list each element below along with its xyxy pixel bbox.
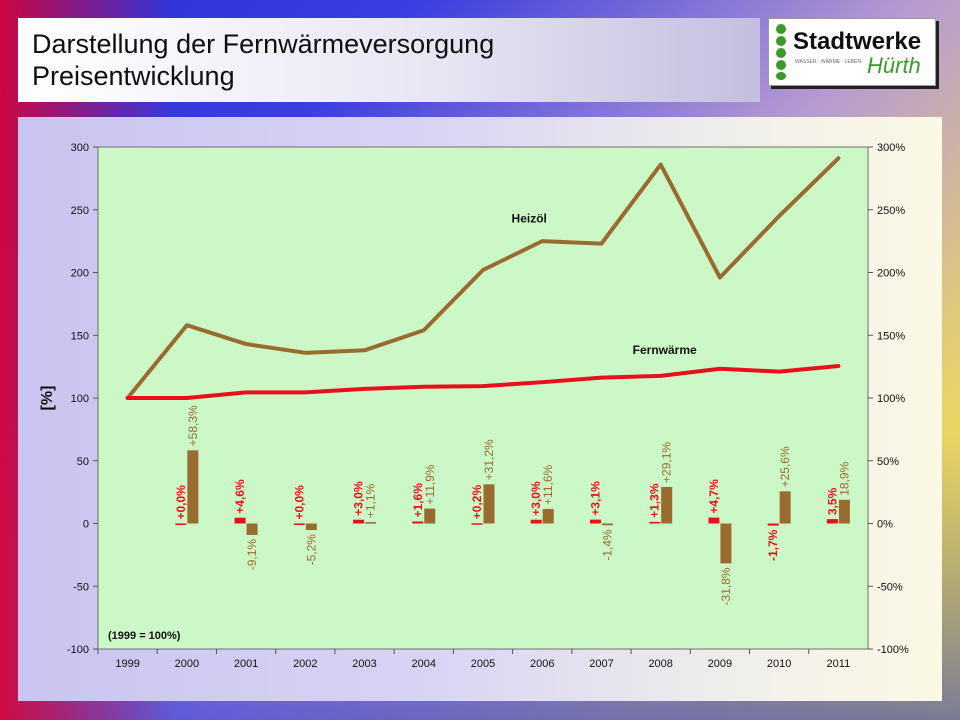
logo-script: Hürth <box>867 53 921 78</box>
bar-heizoel-change <box>305 523 317 531</box>
bar-heizoel-change <box>483 484 495 524</box>
bar-fernwaerme-change <box>530 519 542 524</box>
y2-tick-label: 150% <box>877 330 905 342</box>
bar-label-heizoel: +11,6% <box>541 464 555 504</box>
bar-fernwaerme-change <box>767 523 779 526</box>
bar-heizoel-change <box>779 491 791 524</box>
series-label-heizoel: Heizöl <box>512 211 547 225</box>
bar-label-heizoel: -1,4% <box>600 529 614 561</box>
bar-label-fernwaerme: +0,0% <box>292 485 306 520</box>
bar-heizoel-change <box>838 499 850 524</box>
y-tick-label: 0 <box>83 519 89 531</box>
series-label-fernwaerme: Fernwärme <box>633 343 697 357</box>
bar-heizoel-change <box>720 523 732 564</box>
x-tick-label: 2003 <box>352 658 376 670</box>
x-tick-label: 2008 <box>648 658 672 670</box>
x-tick-label: 2002 <box>293 658 317 670</box>
bar-fernwaerme-change <box>234 517 246 524</box>
base-note: (1999 = 100%) <box>108 630 181 642</box>
bar-heizoel-change <box>542 508 554 524</box>
bar-label-heizoel: -9,1% <box>245 539 259 571</box>
x-tick-label: 2005 <box>471 658 495 670</box>
bar-label-fernwaerme: -1,7% <box>766 529 780 561</box>
bar-label-fernwaerme: +0,0% <box>174 485 188 520</box>
bar-label-fernwaerme: +3,1% <box>588 481 602 516</box>
plot-area <box>97 146 869 650</box>
x-tick-label: 2001 <box>234 658 258 670</box>
page-subtitle: Preisentwicklung <box>32 61 235 91</box>
bar-label-heizoel: 18,9% <box>837 461 851 495</box>
price-chart: -100 -100% -50 -50% 0 0% 50 50% 100 100% 150 150% 20… <box>39 142 909 670</box>
bar-fernwaerme-change <box>826 519 838 524</box>
page-title: Darstellung der Fernwärmeversorgung <box>32 29 495 59</box>
y-tick-label: -100 <box>67 644 89 656</box>
line-heizoel <box>125 156 841 400</box>
bar-label-heizoel: +25,6% <box>778 446 792 487</box>
x-tick-label: 2004 <box>412 658 436 670</box>
bar-fernwaerme-change <box>175 523 187 525</box>
bar-label-heizoel: +1,1% <box>364 483 378 518</box>
bar-fernwaerme-change <box>589 519 601 524</box>
x-tick-label: 2011 <box>827 658 851 670</box>
bar-heizoel-change <box>424 508 436 524</box>
x-tick-label: 2010 <box>767 658 791 670</box>
bar-label-fernwaerme: +4,6% <box>233 479 247 514</box>
bar-label-heizoel: +11,9% <box>423 464 437 504</box>
bar-label-fernwaerme: +1,3% <box>648 483 662 518</box>
y2-tick-label: 0% <box>877 519 893 531</box>
y2-tick-label: 250% <box>877 205 905 217</box>
y-tick-label: 300 <box>71 142 89 154</box>
x-tick-label: 2007 <box>589 658 613 670</box>
bar-label-fernwaerme: +3,0% <box>529 481 543 516</box>
bar-heizoel-change <box>246 523 258 535</box>
chart-panel: -100 -100% -50 -50% 0 0% 50 50% 100 100% 150 150% 20… <box>18 117 942 701</box>
y-tick-label: 50 <box>77 456 89 468</box>
y-axis-label: [%] <box>39 386 56 411</box>
y-tick-label: -50 <box>73 581 89 593</box>
line-fernwaerme <box>125 363 841 400</box>
bar-fernwaerme-change <box>708 517 720 524</box>
bar-fernwaerme-change <box>412 521 424 524</box>
bar-fernwaerme-change <box>353 519 365 524</box>
bar-fernwaerme-change <box>293 523 305 525</box>
bar-fernwaerme-change <box>471 523 483 525</box>
y2-tick-label: 300% <box>877 142 905 154</box>
bar-label-heizoel: -31,8% <box>719 567 733 605</box>
bar-label-fernwaerme: +1,6% <box>411 483 425 518</box>
bar-label-heizoel: +31,2% <box>482 439 496 480</box>
title-box: Darstellung der Fernwärmeversorgung Prei… <box>18 18 760 102</box>
x-tick-label: 2009 <box>708 658 732 670</box>
x-tick-label: 2006 <box>530 658 554 670</box>
logo-name: Stadtwerke <box>793 28 921 55</box>
bar-label-fernwaerme: +0,2% <box>470 485 484 520</box>
y-tick-label: 250 <box>71 205 89 217</box>
bar-label-fernwaerme: +4,7% <box>707 479 721 514</box>
y2-tick-label: 200% <box>877 268 905 280</box>
y2-tick-label: -100% <box>877 644 909 656</box>
y-tick-label: 150 <box>71 330 89 342</box>
logo-tagline: WASSER · WÄRME · LEBEN <box>795 58 861 65</box>
y-tick-label: 200 <box>71 268 89 280</box>
company-logo: Stadtwerke Hürth WASSER · WÄRME · LEBEN <box>768 18 936 86</box>
y2-tick-label: 50% <box>877 456 899 468</box>
bar-label-heizoel: +58,3% <box>186 405 200 446</box>
y2-tick-label: 100% <box>877 393 905 405</box>
bar-label-heizoel: +29,1% <box>660 442 674 483</box>
bar-label-heizoel: -5,2% <box>304 534 318 566</box>
bar-heizoel-change <box>365 522 377 524</box>
x-tick-label: 2000 <box>175 658 199 670</box>
bar-label-fernwaerme: 3,5% <box>825 487 839 515</box>
bar-heizoel-change <box>187 450 199 524</box>
bar-label-fernwaerme: +3,0% <box>352 481 366 516</box>
bar-heizoel-change <box>661 486 673 524</box>
bar-heizoel-change <box>601 523 613 526</box>
bar-fernwaerme-change <box>649 521 661 524</box>
y2-tick-label: -50% <box>877 581 903 593</box>
x-tick-label: 1999 <box>115 658 139 670</box>
y-tick-label: 100 <box>71 393 89 405</box>
